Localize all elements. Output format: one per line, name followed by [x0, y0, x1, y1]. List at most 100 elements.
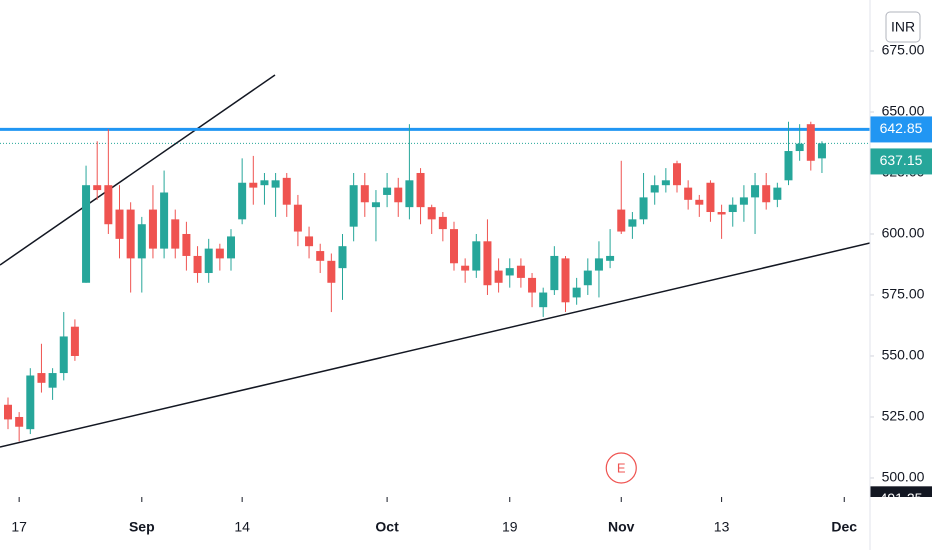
x-tick-label: Dec [831, 519, 857, 535]
currency-box[interactable] [885, 11, 921, 43]
trend-line [0, 242, 870, 448]
candle-body [628, 219, 637, 227]
candle-body [349, 185, 358, 227]
candle-body [115, 209, 124, 239]
candle-body [762, 185, 771, 203]
candle-body [338, 246, 347, 269]
y-tick-label: 600.00 [882, 225, 925, 241]
candle-body [182, 233, 191, 256]
candle-body [171, 219, 180, 249]
candle-body [817, 143, 826, 159]
candle-body [249, 182, 258, 188]
candle-body [204, 248, 213, 274]
candle-body [550, 255, 559, 291]
currency-label[interactable]: INR [891, 19, 915, 35]
candle-body [82, 185, 91, 283]
candle-body [617, 209, 626, 232]
candle-body [104, 185, 113, 225]
candle-body [59, 336, 68, 374]
candle-body [148, 209, 157, 249]
candle-body [806, 124, 815, 161]
candle-body [383, 187, 392, 195]
candle-body [37, 373, 46, 383]
candle-body [639, 197, 648, 220]
candle-body [773, 187, 782, 200]
candle-body [739, 197, 748, 205]
candle-body [684, 187, 693, 200]
candle-body [371, 202, 380, 208]
time-axis: 17 Sep 14 Oct 19 Nov 13 Dec [11, 0, 871, 550]
x-tick-label: 17 [11, 519, 27, 535]
price-label-box [870, 116, 932, 143]
candle-body [606, 255, 615, 261]
candle-body [472, 241, 481, 271]
candle-body [784, 151, 793, 181]
price-label: 491.25 [880, 490, 923, 506]
price-axis: 500.00525.00550.00575.00600.00625.00650.… [870, 42, 925, 485]
candle-body [706, 182, 715, 213]
candle-body [572, 287, 581, 298]
candle-body [360, 185, 369, 203]
y-tick-label: 575.00 [882, 286, 925, 302]
event-marker-label: E [617, 460, 626, 475]
candle-body [227, 236, 235, 259]
candle-body [215, 248, 224, 259]
x-tick-label: 14 [234, 519, 250, 535]
candle-body [26, 375, 35, 430]
price-label: 642.85 [880, 120, 923, 136]
candle-body [405, 180, 414, 208]
candle-body [539, 292, 548, 308]
candle-body [4, 404, 12, 420]
price-label: 637.15 [880, 152, 923, 168]
candle-body [160, 192, 169, 249]
candle-body [516, 265, 525, 278]
price-labels: 642.85 637.15 491.25 [870, 116, 932, 506]
candle-body [594, 258, 603, 271]
x-tick-label: 19 [502, 519, 518, 535]
candle-body [70, 326, 79, 356]
candle-body [461, 265, 470, 271]
candle-body [282, 177, 291, 205]
candle-body [305, 236, 314, 247]
candle-body [394, 187, 403, 203]
x-tick-label: 13 [714, 519, 730, 535]
price-label-box [870, 486, 932, 497]
y-tick-label: 550.00 [882, 347, 925, 363]
candle-body [48, 373, 57, 388]
candle-body [695, 199, 704, 205]
candle-body [528, 277, 537, 293]
candle-body [717, 212, 726, 215]
candle-body [137, 224, 146, 259]
candle-body [271, 180, 280, 188]
candle-body [93, 185, 102, 191]
y-tick-label: 500.00 [882, 469, 925, 485]
event-marker [605, 452, 637, 484]
candle-body [673, 163, 681, 186]
candle-body [583, 270, 592, 286]
candle-body [483, 241, 492, 286]
candle-body [661, 180, 670, 186]
candle-body [416, 172, 425, 208]
trend-line [0, 74, 276, 266]
candle-body [327, 260, 336, 283]
candle-body [450, 229, 458, 264]
candle-body [505, 268, 514, 276]
candle-body [193, 255, 202, 274]
x-tick-label: Nov [608, 519, 635, 535]
candle-body [751, 185, 760, 198]
price-label-box [870, 148, 932, 175]
candle-body [561, 258, 570, 303]
y-tick-label: 650.00 [882, 103, 925, 119]
candle-body [15, 416, 24, 427]
candle-body [316, 251, 325, 261]
currency-badge[interactable]: INR [885, 11, 921, 43]
x-tick-label: Oct [375, 519, 399, 535]
candle-body [438, 216, 447, 230]
y-tick-label: 675.00 [882, 42, 925, 58]
candle-body [293, 204, 302, 232]
candle-body [427, 207, 436, 220]
candle-body [650, 185, 659, 193]
candle-body [795, 143, 804, 152]
plot-area: E [0, 74, 870, 484]
